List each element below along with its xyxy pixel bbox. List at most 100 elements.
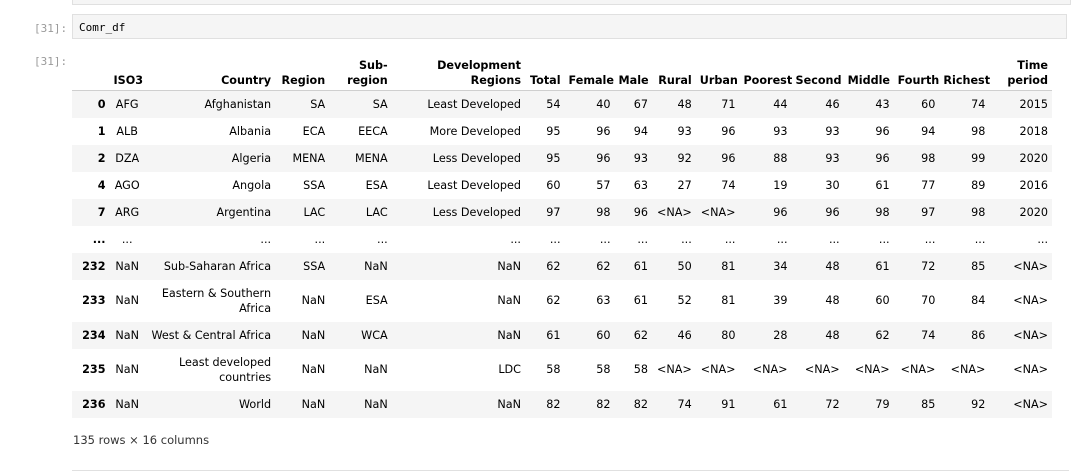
table-cell: 77 (921, 178, 936, 192)
table-cell: WCA (361, 328, 388, 342)
table-cell: 63 (596, 294, 611, 307)
table-cell: 39 (773, 294, 788, 307)
table-cell: 92 (677, 151, 692, 165)
table-cell: 46 (677, 328, 692, 342)
table-cell: 96 (825, 205, 840, 219)
table-cell: LAC (303, 205, 326, 219)
table-cell: <NA> (900, 363, 936, 376)
table-row: 233 NaN Eastern & Southern Africa NaN ESA NaN… (72, 279, 1052, 322)
table-cell: 96 (596, 151, 611, 165)
table-cell: 2020 (1019, 205, 1048, 219)
table-cell: 48 (825, 259, 840, 273)
table-cell: ESA (365, 294, 388, 307)
table-cell: 82 (633, 397, 649, 411)
table-cell: 72 (921, 259, 936, 273)
row-index: 2 (97, 151, 106, 165)
table-cell: ... (510, 232, 521, 246)
table-cell: 81 (721, 259, 736, 273)
table-cell: LDC (498, 363, 521, 376)
table-cell: ... (924, 232, 936, 246)
table-cell: LAC (365, 205, 388, 219)
table-cell: ... (314, 232, 326, 246)
table-cell: <NA> (950, 363, 986, 376)
table-cell: 58 (633, 363, 649, 376)
table-cell: 93 (825, 124, 840, 138)
table-row: 7 ARG Argentina LAC LAC Less Developed 97 98 96 <… (72, 198, 1052, 226)
table-cell: West & Central Africa (151, 328, 272, 342)
column-header: Poorest (739, 48, 792, 91)
table-cell: 2018 (1019, 124, 1048, 138)
table-cell: <NA> (804, 363, 840, 376)
table-cell: 2016 (1019, 178, 1048, 192)
table-row: 236 NaN World NaN NaN NaN 82 82 82 74 91 61 72 79 85 92… (72, 390, 1052, 418)
row-index: 233 (82, 294, 106, 307)
table-cell: DZA (115, 151, 140, 165)
table-cell: Albania (229, 124, 272, 138)
column-header: Middle (843, 48, 894, 91)
table-cell: Less Developed (432, 151, 521, 165)
table-cell: NaN (115, 363, 139, 376)
table-cell: 2015 (1019, 97, 1048, 111)
column-header: Total (524, 48, 565, 91)
row-index: 4 (97, 178, 106, 192)
table-cell: 62 (596, 259, 611, 273)
table-cell: Least Developed (427, 178, 521, 192)
table-cell: 50 (677, 259, 692, 273)
table-cell: 96 (875, 124, 890, 138)
table-cell: 93 (677, 124, 692, 138)
table-cell: SA (310, 97, 326, 111)
table-cell: NaN (301, 294, 326, 307)
table-cell: <NA> (700, 205, 736, 219)
table-cell: MENA (292, 151, 326, 165)
table-cell: ... (724, 232, 736, 246)
table-cell: Least developed countries (178, 355, 272, 384)
column-header: Male (614, 48, 653, 91)
table-cell: ECA (302, 124, 326, 138)
table-cell: 28 (773, 328, 788, 342)
table-cell: 98 (596, 205, 611, 219)
index-header (72, 48, 110, 91)
table-cell: 60 (875, 294, 890, 307)
table-cell: 70 (921, 294, 936, 307)
table-cell: 74 (971, 97, 986, 111)
table-cell: More Developed (429, 124, 521, 138)
table-cell: 98 (971, 124, 986, 138)
column-header: Richest (939, 48, 990, 91)
table-cell: 67 (633, 97, 649, 111)
table-cell: 98 (875, 205, 890, 219)
column-header: Rural (652, 48, 696, 91)
table-cell: 93 (825, 151, 840, 165)
table-cell: NaN (301, 328, 326, 342)
table-cell: ... (974, 232, 986, 246)
table-cell: ... (121, 232, 133, 246)
table-cell: ... (637, 232, 649, 246)
table-row: 0 AFG Afghanistan SA SA Least Developed 54 40 67… (72, 90, 1052, 118)
table-cell: ... (377, 232, 388, 246)
table-cell: 80 (721, 328, 736, 342)
code-input[interactable]: Comr_df (72, 14, 1067, 39)
table-cell: 54 (546, 97, 561, 111)
table-cell: NaN (497, 294, 521, 307)
output-prompt: [31]: (34, 55, 68, 68)
table-cell: MENA (354, 151, 388, 165)
table-cell: Less Developed (432, 205, 521, 219)
table-cell: ... (828, 232, 840, 246)
table-cell: 89 (971, 178, 986, 192)
table-cell: 85 (921, 397, 936, 411)
row-index: 232 (82, 259, 106, 273)
column-header: Female (564, 48, 615, 91)
table-cell: 61 (546, 328, 561, 342)
previous-cell-edge (72, 0, 1071, 5)
column-header: Second (791, 48, 844, 91)
table-cell: 98 (921, 151, 936, 165)
table-cell: <NA> (1013, 328, 1048, 342)
table-cell: 60 (921, 97, 936, 111)
table-cell: Algeria (231, 151, 272, 165)
table-cell: 74 (721, 178, 736, 192)
table-cell: 46 (825, 97, 840, 111)
table-cell: 62 (633, 328, 649, 342)
table-cell: 40 (596, 97, 611, 111)
table-cell: SA (372, 97, 388, 111)
table-cell: 95 (546, 151, 561, 165)
